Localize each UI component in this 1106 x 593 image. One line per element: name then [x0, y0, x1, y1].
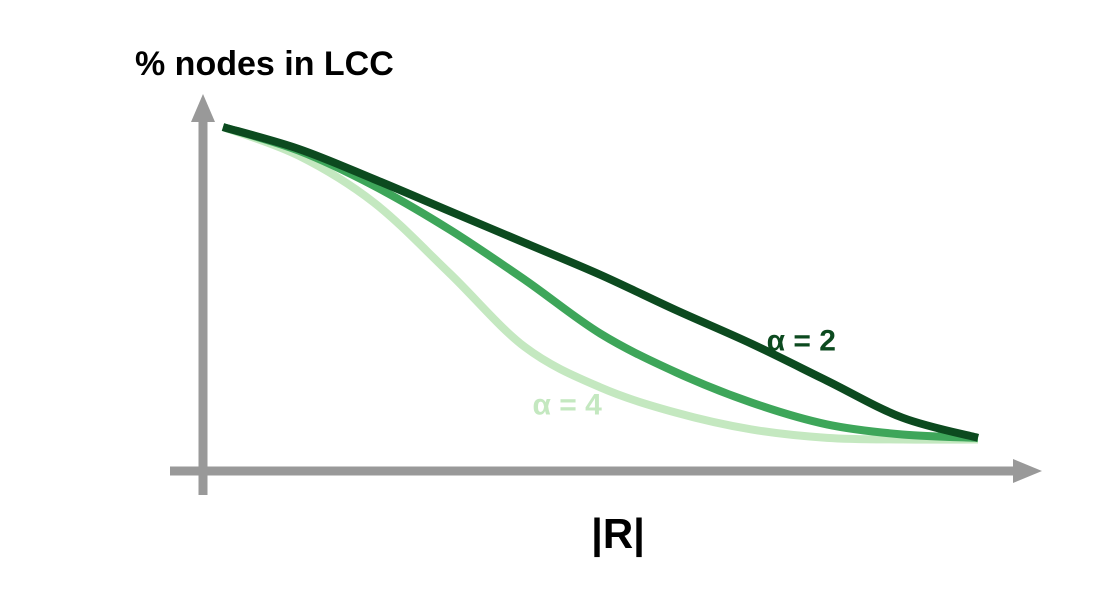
- y-axis-label: % nodes in LCC: [135, 45, 394, 83]
- x-axis-label: |R|: [591, 510, 645, 558]
- series-layer: [221, 123, 980, 444]
- series-line-3: [221, 123, 979, 444]
- y-axis-arrow-icon: [191, 94, 215, 122]
- annotation-layer: α = 2 α = 4: [533, 325, 836, 422]
- series-line-2: [221, 123, 979, 442]
- series-annotation-label: α = 4: [533, 388, 603, 421]
- series-line-1: [221, 123, 980, 442]
- series-annotation-label: α = 2: [767, 325, 836, 358]
- axes: [170, 94, 1042, 495]
- x-axis-arrow-icon: [1013, 459, 1042, 483]
